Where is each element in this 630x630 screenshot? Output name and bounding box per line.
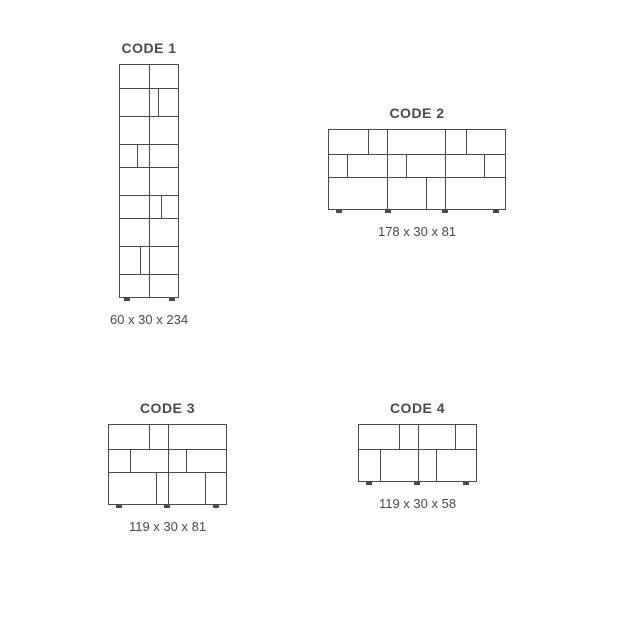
- shelf-vline: [347, 154, 348, 178]
- shelf-vline: [418, 425, 419, 481]
- shelf-vline: [455, 425, 456, 449]
- shelf-vline: [149, 65, 150, 297]
- shelf-foot: [366, 481, 372, 485]
- product-code4: CODE 4 119 x 30 x 58: [358, 400, 477, 511]
- shelf-vline: [140, 246, 141, 274]
- title-code3: CODE 3: [140, 400, 195, 416]
- shelf-hline: [329, 177, 505, 178]
- dimensions-code3: 119 x 30 x 81: [129, 519, 206, 534]
- shelf-diagram-code3: [108, 424, 227, 505]
- shelf-vline: [137, 144, 138, 167]
- dimensions-code4: 119 x 30 x 58: [379, 496, 456, 511]
- product-code1: CODE 1 60 x 30 x 234: [110, 40, 188, 327]
- shelf-vline: [406, 154, 407, 178]
- shelf-vline: [158, 88, 159, 116]
- shelf-diagram-code1: [119, 64, 179, 298]
- shelf-vline: [156, 472, 157, 504]
- shelf-vline: [186, 449, 187, 473]
- shelf-vline: [380, 449, 381, 481]
- shelf-diagram-code4: [358, 424, 477, 482]
- dimensions-code2: 178 x 30 x 81: [378, 224, 456, 239]
- shelf-vline: [130, 449, 131, 473]
- shelf-vline: [149, 425, 150, 449]
- shelf-foot: [213, 504, 219, 508]
- shelf-foot: [164, 504, 170, 508]
- shelf-vline: [168, 425, 169, 504]
- shelf-vline: [399, 425, 400, 449]
- shelf-foot: [336, 209, 342, 213]
- shelf-foot: [124, 297, 130, 301]
- shelf-vline: [466, 130, 467, 154]
- shelf-foot: [116, 504, 122, 508]
- shelf-vline: [368, 130, 369, 154]
- title-code2: CODE 2: [389, 105, 444, 121]
- title-code1: CODE 1: [121, 40, 176, 56]
- shelf-diagram-code2: [328, 129, 506, 210]
- product-code2: CODE 2 178 x 30 x 81: [328, 105, 506, 239]
- shelf-foot: [463, 481, 469, 485]
- shelf-foot: [414, 481, 420, 485]
- shelf-foot: [385, 209, 391, 213]
- shelf-vline: [426, 177, 427, 209]
- shelf-vline: [436, 449, 437, 481]
- dimensions-code1: 60 x 30 x 234: [110, 312, 188, 327]
- shelf-foot: [493, 209, 499, 213]
- shelf-vline: [484, 154, 485, 178]
- shelf-vline: [161, 195, 162, 218]
- product-code3: CODE 3 119 x 30 x 81: [108, 400, 227, 534]
- shelf-hline: [329, 154, 505, 155]
- shelf-vline: [205, 472, 206, 504]
- shelf-vline: [387, 130, 388, 209]
- shelf-foot: [442, 209, 448, 213]
- shelf-foot: [169, 297, 175, 301]
- shelf-vline: [445, 130, 446, 209]
- title-code4: CODE 4: [390, 400, 445, 416]
